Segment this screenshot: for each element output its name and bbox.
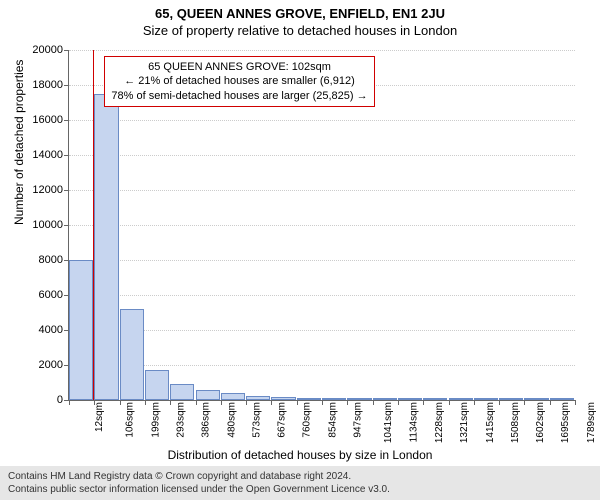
callout-line2: ← 21% of detached houses are smaller (6,…	[111, 74, 367, 88]
histogram-bar	[347, 398, 371, 400]
histogram-bar	[322, 398, 346, 400]
attribution-footer: Contains HM Land Registry data © Crown c…	[0, 466, 600, 500]
x-tick-mark	[322, 400, 323, 405]
x-tick-mark	[246, 400, 247, 405]
x-tick-label: 1602sqm	[535, 402, 546, 443]
x-tick-mark	[170, 400, 171, 405]
x-tick-mark	[474, 400, 475, 405]
x-tick-mark	[120, 400, 121, 405]
property-marker-line	[93, 50, 94, 400]
histogram-bar	[524, 398, 548, 400]
x-tick-mark	[221, 400, 222, 405]
histogram-bar	[221, 393, 245, 400]
histogram-bar	[271, 397, 295, 401]
x-tick-mark	[575, 400, 576, 405]
grid-line	[69, 365, 575, 366]
histogram-bar	[373, 398, 397, 400]
x-tick-mark	[550, 400, 551, 405]
x-tick-mark	[69, 400, 70, 405]
x-tick-label: 1134sqm	[408, 402, 419, 442]
callout-box: 65 QUEEN ANNES GROVE: 102sqm← 21% of det…	[104, 56, 374, 107]
x-tick-label: 667sqm	[277, 402, 288, 438]
x-tick-label: 480sqm	[226, 402, 237, 438]
x-tick-label: 1695sqm	[561, 402, 572, 443]
x-tick-label: 1041sqm	[383, 402, 394, 443]
x-tick-label: 386sqm	[201, 402, 212, 438]
histogram-bar	[120, 309, 144, 400]
y-tick-mark	[64, 85, 69, 86]
y-tick-mark	[64, 190, 69, 191]
histogram-bar	[246, 396, 270, 400]
x-tick-mark	[271, 400, 272, 405]
histogram-bar	[196, 390, 220, 401]
grid-line	[69, 295, 575, 296]
x-tick-label: 1508sqm	[510, 402, 521, 443]
x-tick-mark	[524, 400, 525, 405]
attribution-line2: Contains public sector information licen…	[8, 483, 592, 496]
grid-line	[69, 330, 575, 331]
grid-line	[69, 225, 575, 226]
attribution-line1: Contains HM Land Registry data © Crown c…	[8, 470, 592, 483]
x-tick-label: 106sqm	[125, 402, 136, 438]
x-tick-mark	[499, 400, 500, 405]
x-tick-label: 12sqm	[94, 402, 105, 432]
x-tick-label: 854sqm	[327, 402, 338, 438]
histogram-bar	[398, 398, 422, 400]
page-subtitle: Size of property relative to detached ho…	[0, 21, 600, 38]
grid-line	[69, 120, 575, 121]
x-tick-mark	[423, 400, 424, 405]
page-title: 65, QUEEN ANNES GROVE, ENFIELD, EN1 2JU	[0, 0, 600, 21]
x-tick-label: 1415sqm	[485, 402, 496, 443]
x-tick-mark	[297, 400, 298, 405]
grid-line	[69, 50, 575, 51]
x-tick-label: 293sqm	[175, 402, 186, 438]
x-tick-mark	[94, 400, 95, 405]
x-tick-label: 760sqm	[302, 402, 313, 438]
grid-line	[69, 155, 575, 156]
histogram-bar	[449, 398, 473, 400]
callout-line1: 65 QUEEN ANNES GROVE: 102sqm	[111, 60, 367, 74]
histogram-bar	[423, 398, 447, 400]
x-tick-label: 1789sqm	[586, 402, 597, 443]
callout-line3: 78% of semi-detached houses are larger (…	[111, 89, 367, 103]
y-tick-mark	[64, 155, 69, 156]
histogram-bar	[550, 398, 574, 400]
x-tick-mark	[196, 400, 197, 405]
chart-area: 0200040006000800010000120001400016000180…	[68, 50, 574, 400]
x-tick-label: 1321sqm	[459, 402, 470, 443]
x-tick-label: 573sqm	[251, 402, 262, 438]
x-tick-label: 947sqm	[353, 402, 364, 438]
histogram-bar	[297, 398, 321, 400]
histogram-bar	[499, 398, 523, 400]
y-tick-mark	[64, 120, 69, 121]
histogram-bar	[145, 370, 169, 400]
x-tick-label: 1228sqm	[434, 402, 445, 443]
x-tick-mark	[373, 400, 374, 405]
histogram-bar	[69, 260, 93, 400]
grid-line	[69, 190, 575, 191]
x-tick-mark	[145, 400, 146, 405]
x-tick-mark	[347, 400, 348, 405]
x-tick-mark	[449, 400, 450, 405]
y-tick-mark	[64, 225, 69, 226]
x-tick-label: 199sqm	[150, 402, 161, 438]
x-tick-mark	[398, 400, 399, 405]
histogram-bar	[94, 94, 118, 400]
x-axis-label: Distribution of detached houses by size …	[0, 448, 600, 462]
grid-line	[69, 260, 575, 261]
plot-region: 0200040006000800010000120001400016000180…	[68, 50, 575, 401]
histogram-bar	[170, 384, 194, 400]
histogram-bar	[474, 398, 498, 400]
y-axis-label: Number of detached properties	[12, 60, 26, 225]
y-tick-mark	[64, 50, 69, 51]
